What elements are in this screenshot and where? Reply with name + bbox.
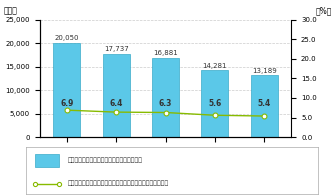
Bar [103, 54, 130, 137]
Text: 16,881: 16,881 [153, 50, 178, 56]
Text: 5.6: 5.6 [208, 99, 221, 108]
Text: 刑法犯・特別法犯総検挙人員に占める暴力団構成員等の割合: 刑法犯・特別法犯総検挙人員に占める暴力団構成員等の割合 [67, 181, 168, 186]
Text: 14,281: 14,281 [203, 63, 227, 69]
Bar [152, 58, 179, 137]
Text: （年）: （年） [294, 163, 308, 172]
Text: （人）: （人） [3, 6, 17, 15]
Bar [53, 43, 80, 137]
Text: 5.4: 5.4 [258, 99, 271, 108]
Text: （%）: （%） [315, 6, 331, 15]
Bar [201, 70, 228, 137]
Text: 6.9: 6.9 [60, 99, 73, 108]
Bar [251, 75, 278, 137]
Text: 13,189: 13,189 [252, 68, 276, 74]
FancyBboxPatch shape [35, 154, 59, 167]
Text: 暴力団構成員等の刑法犯・特別法犯検挙人員: 暴力団構成員等の刑法犯・特別法犯検挙人員 [67, 157, 142, 163]
Text: 17,737: 17,737 [104, 46, 128, 52]
Text: 6.4: 6.4 [110, 99, 123, 108]
Text: 20,050: 20,050 [55, 35, 79, 42]
Text: 6.3: 6.3 [159, 99, 172, 108]
